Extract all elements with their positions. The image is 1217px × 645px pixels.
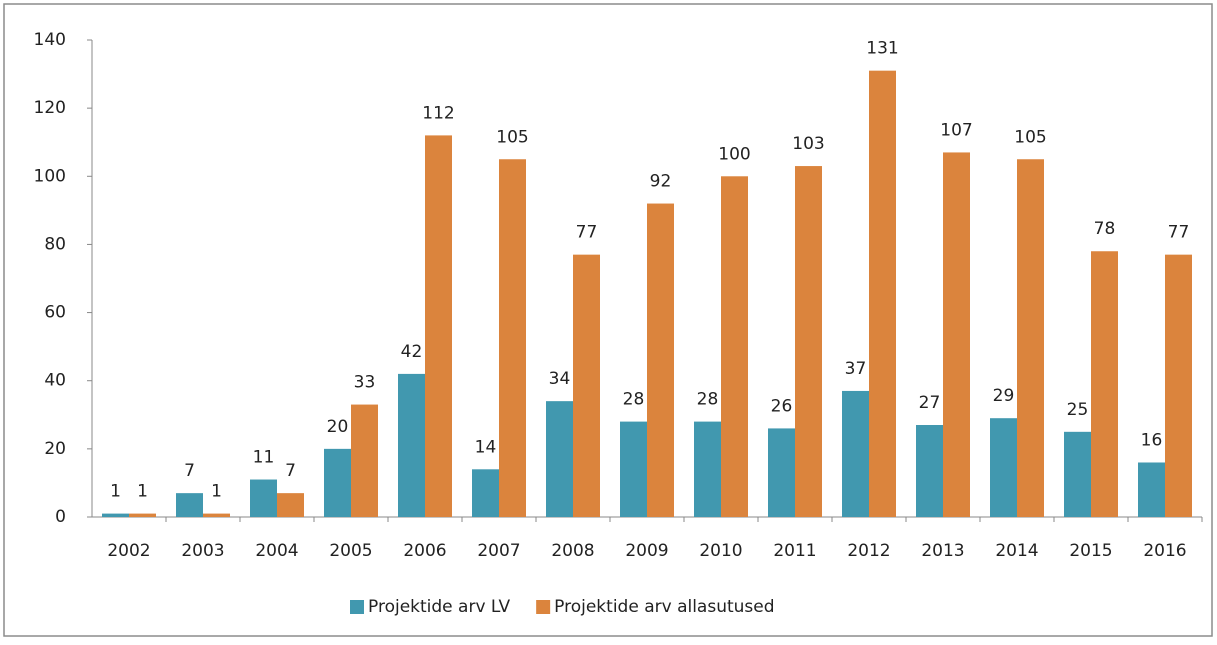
bar <box>398 373 425 517</box>
bar <box>869 70 896 518</box>
bar <box>842 390 869 517</box>
y-tick-label: 40 <box>44 371 66 391</box>
bar <box>176 493 203 517</box>
y-tick-label: 140 <box>34 30 66 50</box>
data-label: 11 <box>253 448 275 468</box>
bar <box>203 513 230 517</box>
data-label: 37 <box>845 359 867 379</box>
data-label: 105 <box>1014 127 1046 147</box>
data-label: 105 <box>496 127 528 147</box>
chart-frame <box>3 3 1213 637</box>
bar <box>351 404 378 517</box>
x-tick-label: 2013 <box>921 541 964 561</box>
bar <box>916 425 943 517</box>
bar <box>721 176 748 518</box>
x-tick-label: 2015 <box>1069 541 1112 561</box>
data-label: 25 <box>1067 400 1089 420</box>
data-label: 16 <box>1141 430 1163 450</box>
bar <box>694 421 721 517</box>
y-tick-label: 60 <box>44 303 66 323</box>
data-label: 131 <box>866 39 898 59</box>
y-tick-label: 120 <box>34 98 66 118</box>
data-label: 1 <box>211 482 222 502</box>
bar <box>1091 251 1118 517</box>
data-label: 77 <box>1168 223 1190 243</box>
data-label: 14 <box>475 437 497 457</box>
bar <box>102 513 129 517</box>
data-label: 100 <box>718 144 750 164</box>
x-tick-label: 2007 <box>477 541 520 561</box>
data-label: 42 <box>401 342 423 362</box>
data-label: 29 <box>993 386 1015 406</box>
data-label: 28 <box>697 390 719 410</box>
data-label: 33 <box>354 373 376 393</box>
data-label: 28 <box>623 390 645 410</box>
data-label: 7 <box>184 461 195 481</box>
y-tick-label: 100 <box>34 166 66 186</box>
bar <box>277 493 304 517</box>
y-tick-label: 80 <box>44 234 66 254</box>
legend-label: Projektide arv allasutused <box>554 597 774 617</box>
data-label: 77 <box>576 223 598 243</box>
data-label: 26 <box>771 396 793 416</box>
bar <box>990 418 1017 517</box>
data-label: 7 <box>285 461 296 481</box>
data-label: 78 <box>1094 219 1116 239</box>
x-tick-label: 2002 <box>107 541 150 561</box>
bar <box>943 152 970 517</box>
data-label: 27 <box>919 393 941 413</box>
x-tick-label: 2003 <box>181 541 224 561</box>
x-tick-label: 2006 <box>403 541 446 561</box>
bar <box>795 166 822 518</box>
data-label: 107 <box>940 120 972 140</box>
data-label: 20 <box>327 417 349 437</box>
bar <box>250 479 277 517</box>
x-tick-label: 2005 <box>329 541 372 561</box>
x-tick-label: 2004 <box>255 541 298 561</box>
bar <box>1064 431 1091 517</box>
bar <box>546 401 573 517</box>
bar <box>129 513 156 517</box>
x-tick-label: 2012 <box>847 541 890 561</box>
data-label: 1 <box>110 482 121 502</box>
bar <box>324 448 351 517</box>
bar <box>768 428 795 517</box>
data-label: 112 <box>422 103 454 123</box>
bar <box>573 254 600 517</box>
legend-label: Projektide arv LV <box>368 597 511 617</box>
data-label: 103 <box>792 134 824 154</box>
x-tick-label: 2016 <box>1143 541 1186 561</box>
x-tick-label: 2008 <box>551 541 594 561</box>
bar <box>1017 159 1044 517</box>
data-label: 1 <box>137 482 148 502</box>
legend-swatch <box>350 600 364 614</box>
x-tick-label: 2009 <box>625 541 668 561</box>
bar <box>499 159 526 517</box>
bar <box>425 135 452 517</box>
x-tick-label: 2011 <box>773 541 816 561</box>
bar <box>1138 462 1165 517</box>
bar <box>472 469 499 517</box>
y-tick-label: 0 <box>55 507 66 527</box>
bar <box>620 421 647 517</box>
y-tick-label: 20 <box>44 439 66 459</box>
bar <box>647 203 674 518</box>
data-label: 92 <box>650 172 672 192</box>
data-label: 34 <box>549 369 571 389</box>
bar <box>1165 254 1192 517</box>
x-tick-label: 2014 <box>995 541 1038 561</box>
x-tick-label: 2010 <box>699 541 742 561</box>
legend-swatch <box>536 600 551 614</box>
